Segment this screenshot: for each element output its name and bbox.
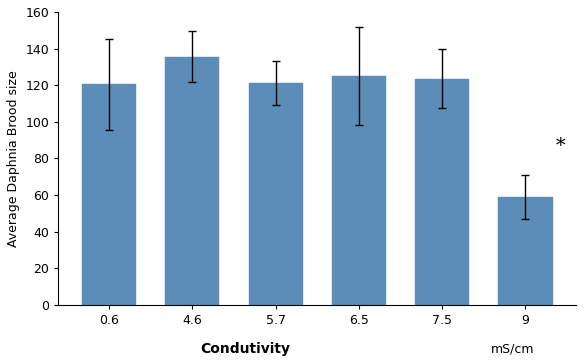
Bar: [248, 83, 303, 305]
Bar: [165, 57, 219, 305]
Y-axis label: Average Daphnia Brood size: Average Daphnia Brood size: [7, 70, 20, 247]
Bar: [82, 84, 136, 305]
Bar: [332, 76, 386, 305]
Text: Condutivity: Condutivity: [200, 342, 290, 356]
Text: mS/cm: mS/cm: [491, 343, 535, 356]
Bar: [498, 197, 553, 305]
Bar: [415, 79, 469, 305]
Text: *: *: [556, 137, 566, 155]
